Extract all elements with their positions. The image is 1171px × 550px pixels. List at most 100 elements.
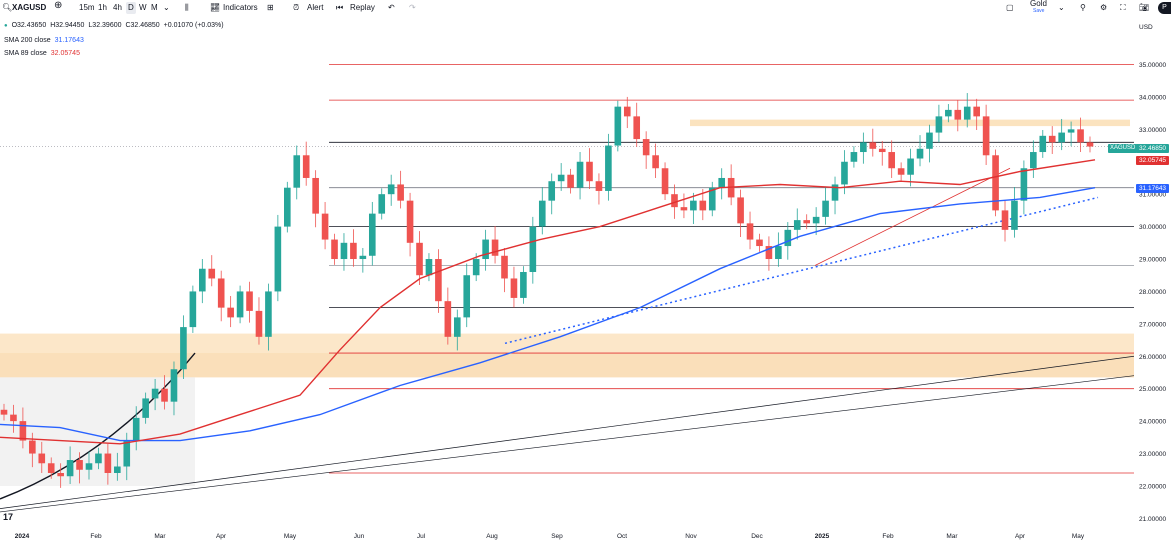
replay-button[interactable]: Replay <box>350 3 375 12</box>
candles-icon[interactable]: ⫼ <box>185 3 189 12</box>
timeframe-15m[interactable]: 15m <box>79 3 95 12</box>
candle-body[interactable] <box>746 223 754 240</box>
candle-body[interactable] <box>482 239 489 260</box>
timeframe-m[interactable]: M <box>151 3 158 12</box>
alert-icon[interactable]: ⏰︎ <box>293 3 300 12</box>
demand-zone-inner[interactable] <box>0 353 1134 378</box>
candle-body[interactable] <box>453 317 461 337</box>
demand-zone[interactable] <box>0 333 1134 378</box>
candle-body[interactable] <box>538 200 546 227</box>
candle-body[interactable] <box>104 453 112 473</box>
candle-body[interactable] <box>321 213 329 240</box>
candle-body[interactable] <box>491 239 499 256</box>
undo-icon[interactable]: ↶ <box>388 3 395 12</box>
candle-body[interactable] <box>151 388 159 399</box>
sma89-line[interactable] <box>0 159 1096 445</box>
sma89-legend[interactable]: SMA 89 close 32.05745 <box>4 50 82 57</box>
candle-body[interactable] <box>680 207 688 211</box>
candle-body[interactable] <box>992 155 999 211</box>
long-trendline-upper[interactable] <box>0 355 1135 510</box>
candle-body[interactable] <box>10 414 17 422</box>
candle-body[interactable] <box>586 161 593 182</box>
candle-body[interactable] <box>954 109 962 120</box>
candle-body[interactable] <box>803 220 811 224</box>
candle-body[interactable] <box>1001 210 1009 230</box>
layout-chevron-icon[interactable]: ⌄ <box>1058 3 1065 12</box>
candle-body[interactable] <box>47 463 55 473</box>
timeframe-w[interactable]: W <box>139 3 147 12</box>
candle-body[interactable] <box>227 307 234 318</box>
candle-body[interactable] <box>0 409 8 415</box>
candle-body[interactable] <box>312 177 319 214</box>
candle-body[interactable] <box>614 106 622 146</box>
candle-body[interactable] <box>161 388 168 402</box>
candle-body[interactable] <box>595 181 603 191</box>
candle-body[interactable] <box>331 239 338 260</box>
candle-body[interactable] <box>756 239 763 247</box>
candle-body[interactable] <box>850 152 858 162</box>
candle-body[interactable] <box>860 142 867 153</box>
candle-body[interactable] <box>142 398 149 418</box>
symbol-name[interactable]: XAGUSD <box>12 3 47 12</box>
candle-body[interactable] <box>57 472 64 477</box>
currency-label[interactable]: USD <box>1139 24 1153 31</box>
candle-body[interactable] <box>765 246 773 260</box>
candle-body[interactable] <box>265 291 272 337</box>
candle-body[interactable] <box>425 259 433 276</box>
candle-body[interactable] <box>841 161 848 185</box>
candle-body[interactable] <box>274 226 282 292</box>
layout-icon[interactable]: ▢ <box>1006 3 1014 12</box>
candle-body[interactable] <box>132 417 140 441</box>
candle-body[interactable] <box>793 220 801 230</box>
chart-area[interactable]: 35.0000034.0000033.0000032.0000031.00000… <box>0 16 1171 545</box>
candle-body[interactable] <box>671 194 678 208</box>
redo-icon[interactable]: ↷ <box>409 3 416 12</box>
candle-body[interactable] <box>605 145 612 191</box>
candle-body[interactable] <box>926 132 933 149</box>
settings-gear-icon[interactable]: ⚙ <box>1100 3 1108 12</box>
candle-body[interactable] <box>463 275 471 318</box>
camera-icon[interactable]: 📷︎ <box>1139 3 1150 12</box>
candle-body[interactable] <box>350 242 357 260</box>
timeframe-d[interactable]: D <box>126 2 136 14</box>
candle-body[interactable] <box>1048 135 1056 143</box>
layouts-grid-icon[interactable]: ⊞ <box>267 3 274 12</box>
candle-body[interactable] <box>1067 129 1075 133</box>
candle-body[interactable] <box>878 148 886 153</box>
candle-body[interactable] <box>397 184 404 201</box>
candle-body[interactable] <box>623 106 631 117</box>
candle-body[interactable] <box>1058 132 1065 143</box>
candle-body[interactable] <box>548 181 556 201</box>
candle-body[interactable] <box>510 278 518 298</box>
chevron-down-icon[interactable]: ⌄ <box>163 3 170 12</box>
candle-body[interactable] <box>170 369 178 402</box>
candle-body[interactable] <box>831 184 839 201</box>
candle-body[interactable] <box>718 177 726 188</box>
candle-body[interactable] <box>85 463 93 470</box>
candle-body[interactable] <box>1030 152 1037 169</box>
candle-body[interactable] <box>19 421 27 441</box>
candle-body[interactable] <box>784 229 792 247</box>
candle-body[interactable] <box>982 116 990 156</box>
candle-body[interactable] <box>1039 135 1047 153</box>
candle-body[interactable] <box>199 268 206 292</box>
candle-body[interactable] <box>822 200 829 217</box>
candle-body[interactable] <box>66 460 74 477</box>
candle-body[interactable] <box>95 453 102 464</box>
candle-body[interactable] <box>529 226 537 272</box>
candle-body[interactable] <box>472 259 480 276</box>
candle-body[interactable] <box>501 255 508 279</box>
candle-body[interactable] <box>633 116 641 140</box>
candle-body[interactable] <box>1086 142 1094 147</box>
candle-body[interactable] <box>38 453 46 464</box>
quick-search-icon[interactable]: ⚲ <box>1080 3 1086 12</box>
candle-body[interactable] <box>123 440 131 467</box>
candle-body[interactable] <box>1011 200 1018 230</box>
candle-body[interactable] <box>29 440 36 454</box>
candle-body[interactable] <box>302 155 310 178</box>
symbol-search-icon[interactable]: 🔍︎ <box>2 3 13 12</box>
candle-body[interactable] <box>180 327 187 370</box>
indicators-icon[interactable]: 📈︎ <box>210 3 221 12</box>
replay-icon[interactable]: ⏮ <box>336 3 344 12</box>
candle-body[interactable] <box>897 168 905 175</box>
